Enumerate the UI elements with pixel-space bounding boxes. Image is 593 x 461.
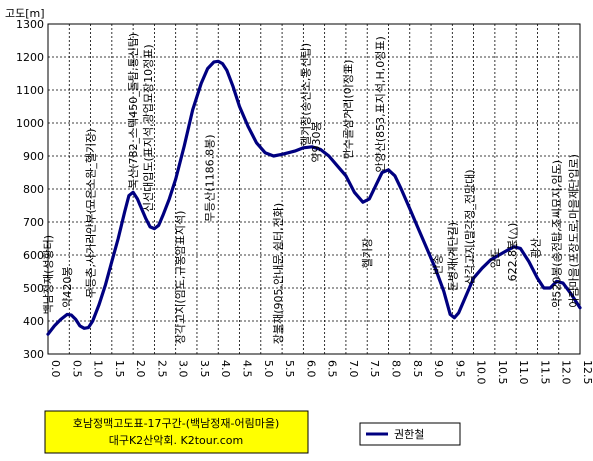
- waypoint-annotation: 무등촌,사거리안부(묘은소원_헬기장): [85, 129, 98, 298]
- y-axis-label: 고도[m]: [5, 7, 45, 20]
- waypoint-annotation: 임도: [489, 248, 502, 268]
- waypoint-annotation: 약930봉: [309, 121, 323, 162]
- x-tick-label: 1.0: [92, 360, 105, 378]
- waypoint-annotation: 무등산(1186.8봉): [204, 134, 217, 222]
- x-axis-ticks: 0.0 0.5 1.0 1.5 2.0 2.5 3.0 3.5 4.0 4.5 5.0 5.5 6.0 6…: [49, 360, 593, 385]
- elevation-line: [46, 59, 582, 336]
- waypoint-annotation: 만수골삼거리(이정표): [342, 60, 355, 160]
- waypoint-annotation: 안양산(853,표지석,H,0정표): [374, 36, 387, 172]
- waypoint-annotation: 헬기장: [361, 238, 374, 268]
- waypoint-annotation: 장불재(905,안내문,쉼터,전화): [272, 203, 285, 344]
- waypoint-annotation: 광산: [529, 238, 542, 258]
- x-tick-label: 8.5: [411, 360, 424, 378]
- waypoint-annotation: 약420봉: [60, 267, 74, 308]
- legend-label: 권한철: [394, 428, 424, 441]
- title-line-1: 호남정맥고도표-17구간-(백남정재-어림마을): [73, 417, 280, 430]
- waypoint-annotation: 둔병재(계단길): [446, 222, 459, 291]
- x-tick-label: 2.0: [134, 360, 147, 378]
- waypoint-annotation: 어림마을(포장도로,마을제단입로): [568, 154, 581, 308]
- waypoint-annotation: 헬기장(송신소,통신탑): [300, 43, 313, 146]
- x-tick-label: 4.5: [241, 360, 254, 378]
- x-tick-label: 1.5: [113, 360, 126, 378]
- x-tick-label: 7.0: [347, 360, 360, 378]
- x-tick-label: 4.0: [219, 360, 232, 378]
- x-tick-label: 0.0: [49, 360, 62, 378]
- y-tick-label: 600: [23, 249, 44, 262]
- annotations: 백남정재(성황터) 약420봉 무등촌,사거리안부(묘은소원_헬기장) 북산(782_…: [42, 33, 581, 344]
- x-tick-label: 8.0: [389, 360, 402, 378]
- y-axis-ticks: 300 400 500 600 700 800 900 1000 1100 1200 1300: [16, 18, 44, 361]
- legend: 권한철: [359, 422, 461, 446]
- waypoint-annotation: 장각고지(임도,규봉암표지석): [174, 211, 187, 345]
- legend-box: [359, 422, 461, 446]
- x-tick-label: 0.5: [70, 360, 83, 378]
- y-tick-label: 400: [23, 315, 44, 328]
- x-tick-label: 9.0: [432, 360, 445, 378]
- x-tick-label: 12.5: [581, 360, 593, 385]
- waypoint-annotation: 약520봉(송전탑,조씨묘지,임도): [550, 160, 564, 308]
- x-tick-label: 10.5: [496, 360, 509, 385]
- x-tick-label: 6.5: [326, 360, 339, 378]
- y-tick-label: 700: [23, 216, 44, 229]
- x-tick-label: 7.5: [368, 360, 381, 378]
- y-tick-label: 1200: [16, 51, 44, 64]
- x-tick-label: 12.0: [560, 360, 573, 385]
- x-tick-label: 11.0: [517, 360, 530, 385]
- y-tick-label: 900: [23, 150, 44, 163]
- waypoint-annotation: 반송: [431, 255, 444, 275]
- y-tick-label: 800: [23, 183, 44, 196]
- x-tick-label: 3.5: [198, 360, 211, 378]
- x-tick-label: 5.5: [283, 360, 296, 378]
- x-tick-label: 6.0: [304, 360, 317, 378]
- y-tick-label: 500: [23, 282, 44, 295]
- title-line-2: 대구K2산악회. K2tour.com: [109, 434, 244, 447]
- grid: [48, 24, 580, 354]
- x-tick-label: 2.5: [155, 360, 168, 378]
- x-tick-label: 11.5: [538, 360, 551, 385]
- waypoint-annotation: 622.8봉(△): [506, 223, 519, 282]
- y-tick-label: 1000: [16, 117, 44, 130]
- y-tick-label: 300: [23, 348, 44, 361]
- y-tick-label: 1300: [16, 18, 44, 31]
- waypoint-annotation: 신선대입도(표지석,광업묘장10정표): [142, 44, 155, 212]
- y-tick-label: 1100: [16, 84, 44, 97]
- x-tick-label: 3.0: [177, 360, 190, 378]
- waypoint-annotation: 백남정재(성황터): [42, 235, 55, 314]
- x-tick-label: 9.5: [453, 360, 466, 378]
- x-tick-label: 10.0: [475, 360, 488, 385]
- title-box: 호남정맥고도표-17구간-(백남정재-어림마을) 대구K2산악회. K2tour…: [44, 410, 309, 454]
- x-tick-label: 5.0: [262, 360, 275, 378]
- waypoint-annotation: 삼각고지(말각정_전망대): [463, 169, 476, 284]
- waypoint-annotation: 북산(782_스텍450_돌탑,통신탑): [127, 33, 140, 189]
- title-background: [44, 410, 309, 454]
